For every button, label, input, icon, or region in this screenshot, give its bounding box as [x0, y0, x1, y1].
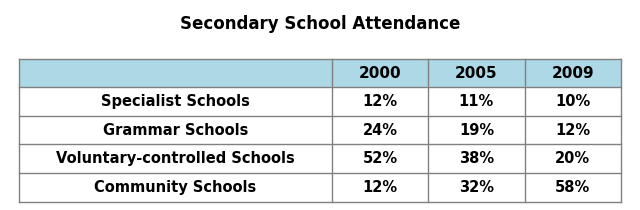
Text: Voluntary-controlled Schools: Voluntary-controlled Schools — [56, 151, 295, 166]
Text: 10%: 10% — [555, 94, 590, 109]
Text: 2005: 2005 — [455, 66, 498, 81]
Bar — [19, 144, 332, 173]
Bar — [19, 173, 332, 202]
Text: 52%: 52% — [363, 151, 397, 166]
Bar — [428, 144, 525, 173]
Text: Specialist Schools: Specialist Schools — [101, 94, 250, 109]
Bar — [332, 59, 428, 87]
Bar — [525, 116, 621, 144]
Text: Community Schools: Community Schools — [95, 180, 257, 195]
Text: 38%: 38% — [459, 151, 494, 166]
Text: 20%: 20% — [555, 151, 590, 166]
Text: 12%: 12% — [363, 180, 397, 195]
Text: Secondary School Attendance: Secondary School Attendance — [180, 15, 460, 33]
Bar — [525, 59, 621, 87]
Text: 11%: 11% — [459, 94, 494, 109]
Text: 12%: 12% — [363, 94, 397, 109]
Bar — [428, 116, 525, 144]
Text: 58%: 58% — [555, 180, 590, 195]
Bar — [428, 173, 525, 202]
Bar — [332, 173, 428, 202]
Bar — [19, 116, 332, 144]
Text: 2000: 2000 — [359, 66, 401, 81]
Bar — [19, 59, 332, 87]
Text: Grammar Schools: Grammar Schools — [103, 123, 248, 138]
Bar — [525, 87, 621, 116]
Text: 12%: 12% — [555, 123, 590, 138]
Bar — [332, 116, 428, 144]
Bar — [332, 87, 428, 116]
Text: 2009: 2009 — [551, 66, 594, 81]
Bar — [428, 59, 525, 87]
Bar — [428, 87, 525, 116]
Bar — [332, 144, 428, 173]
Text: 32%: 32% — [459, 180, 494, 195]
Bar — [525, 144, 621, 173]
Bar — [525, 173, 621, 202]
Bar — [19, 87, 332, 116]
Text: 19%: 19% — [459, 123, 494, 138]
Text: 24%: 24% — [363, 123, 397, 138]
